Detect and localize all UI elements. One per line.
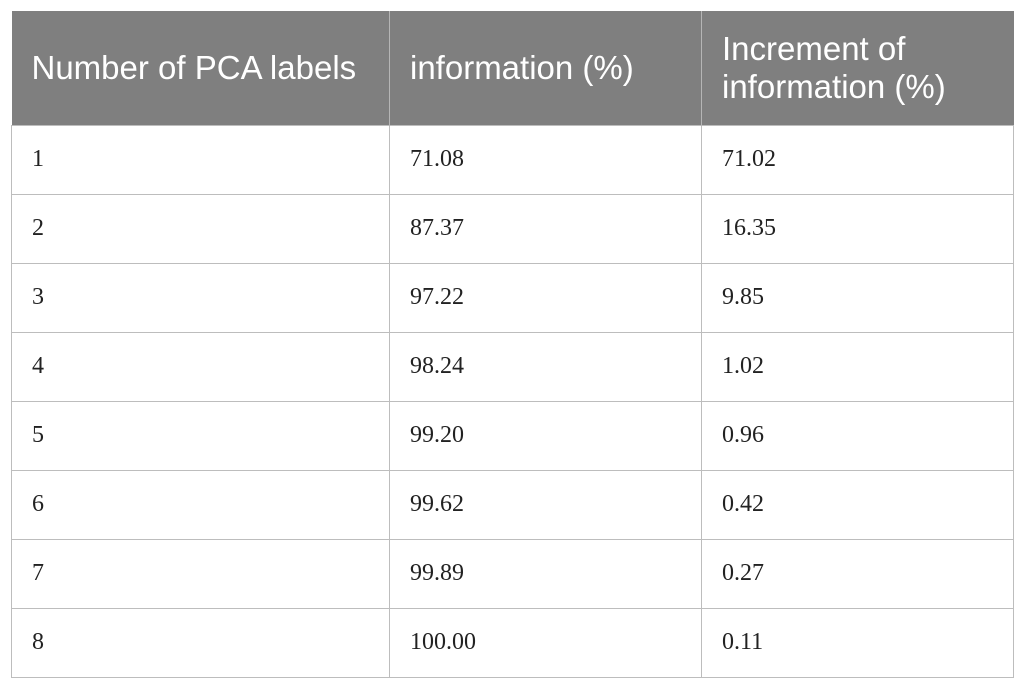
cell-increment: 71.02 — [701, 124, 1014, 195]
cell-pca-label-count: 7 — [11, 538, 390, 609]
pca-information-table: Number of PCA labels information (%) Inc… — [11, 11, 1014, 678]
cell-information: 97.22 — [389, 262, 702, 333]
cell-information: 87.37 — [389, 193, 702, 264]
table-row: 7 99.89 0.27 — [11, 538, 1014, 609]
header-number-of-pca-labels: Number of PCA labels — [11, 11, 390, 125]
header-row: Number of PCA labels information (%) Inc… — [11, 11, 1014, 125]
cell-increment: 0.27 — [701, 538, 1014, 609]
header-information: information (%) — [389, 11, 702, 125]
cell-information: 98.24 — [389, 331, 702, 402]
table-row: 1 71.08 71.02 — [11, 124, 1014, 195]
pca-table-container: Number of PCA labels information (%) Inc… — [11, 11, 1014, 678]
table-row: 3 97.22 9.85 — [11, 262, 1014, 333]
cell-pca-label-count: 6 — [11, 469, 390, 540]
cell-increment: 0.42 — [701, 469, 1014, 540]
table-header: Number of PCA labels information (%) Inc… — [11, 11, 1014, 125]
cell-information: 99.89 — [389, 538, 702, 609]
table-body: 1 71.08 71.02 2 87.37 16.35 3 97.22 9.85… — [11, 124, 1014, 678]
cell-pca-label-count: 1 — [11, 124, 390, 195]
cell-information: 99.20 — [389, 400, 702, 471]
header-increment-of-information: Increment of information (%) — [701, 11, 1014, 125]
cell-increment: 16.35 — [701, 193, 1014, 264]
cell-increment: 9.85 — [701, 262, 1014, 333]
table-row: 2 87.37 16.35 — [11, 193, 1014, 264]
cell-pca-label-count: 4 — [11, 331, 390, 402]
table-row: 4 98.24 1.02 — [11, 331, 1014, 402]
cell-information: 99.62 — [389, 469, 702, 540]
cell-pca-label-count: 5 — [11, 400, 390, 471]
cell-pca-label-count: 2 — [11, 193, 390, 264]
cell-information: 71.08 — [389, 124, 702, 195]
table-row: 8 100.00 0.11 — [11, 607, 1014, 678]
cell-increment: 0.96 — [701, 400, 1014, 471]
table-row: 5 99.20 0.96 — [11, 400, 1014, 471]
table-row: 6 99.62 0.42 — [11, 469, 1014, 540]
cell-pca-label-count: 8 — [11, 607, 390, 678]
cell-pca-label-count: 3 — [11, 262, 390, 333]
cell-information: 100.00 — [389, 607, 702, 678]
cell-increment: 0.11 — [701, 607, 1014, 678]
cell-increment: 1.02 — [701, 331, 1014, 402]
